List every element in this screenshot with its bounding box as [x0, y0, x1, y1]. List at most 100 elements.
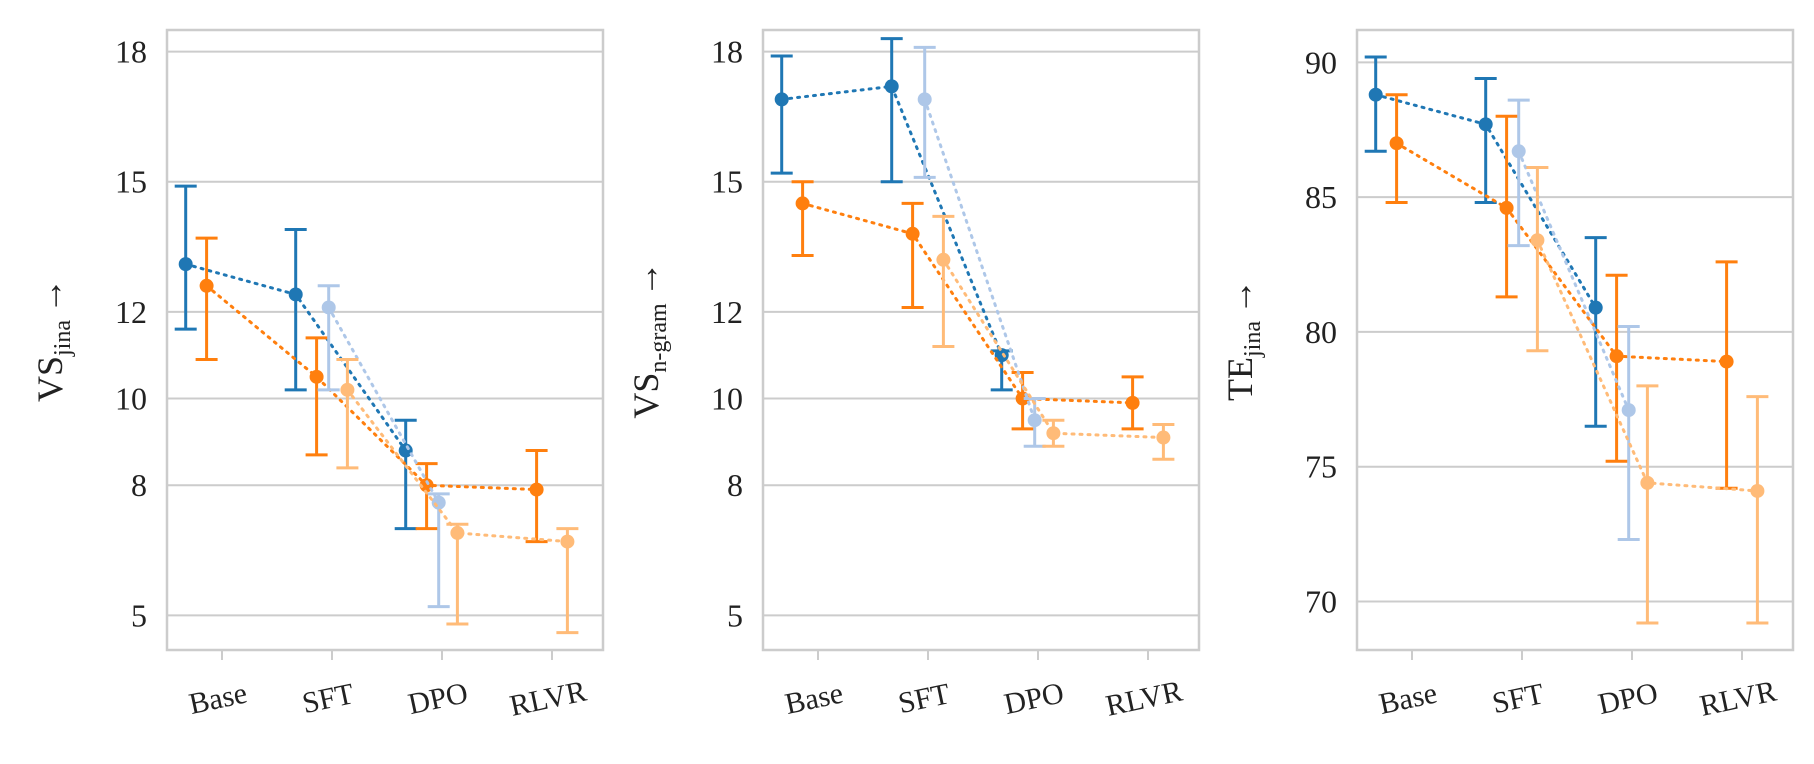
data-point: [1609, 349, 1624, 364]
panel-2: 5 8 10 12 15 18 Base SFT DPO RLVR VSn-gram →: [626, 28, 1201, 723]
y-tick-label: 15: [115, 164, 147, 200]
plot-frame: [761, 28, 1201, 652]
series-4: [932, 214, 1175, 461]
error-bar: [770, 54, 793, 175]
y-axis-label-arrow: →: [1220, 279, 1260, 315]
data-point: [178, 257, 193, 272]
data-point: [321, 300, 336, 315]
error-bar: [1617, 325, 1640, 541]
y-tick-label: 10: [115, 381, 147, 417]
error-bar: [305, 336, 328, 457]
y-axis-label-arrow: →: [626, 261, 666, 297]
error-bar: [427, 492, 450, 609]
y-tick-label: 85: [1305, 179, 1337, 215]
error-bar: [195, 236, 218, 362]
y-axis-label-main: VS: [626, 373, 666, 419]
y-axis-label: VSn-gram →: [626, 261, 672, 418]
data-point: [1389, 136, 1404, 151]
series-line: [923, 97, 1037, 422]
y-axis-label: VSjina →: [30, 278, 76, 402]
series-4: [1526, 165, 1769, 625]
data-point: [1588, 300, 1603, 315]
y-tick-label: 8: [131, 467, 147, 503]
error-bar: [336, 358, 359, 470]
error-bar: [1526, 165, 1549, 353]
data-point: [1368, 87, 1383, 102]
y-axis-label-sub: n-gram: [646, 303, 672, 373]
y-axis-label-arrow: →: [30, 278, 70, 314]
error-bar: [1364, 55, 1387, 153]
plot-frame: [165, 28, 605, 652]
data-point: [1621, 403, 1636, 418]
data-point: [795, 196, 810, 211]
error-bar: [415, 462, 438, 531]
error-bar: [791, 180, 814, 257]
error-bar: [1715, 260, 1738, 490]
error-bar: [932, 214, 955, 349]
y-tick-label: 75: [1305, 449, 1337, 485]
data-point: [1499, 200, 1514, 215]
series-1: [1364, 55, 1607, 428]
error-bar: [284, 227, 307, 392]
data-point: [1640, 475, 1655, 490]
series-line: [801, 201, 1135, 405]
series-line: [1395, 141, 1729, 364]
error-bar: [1584, 236, 1607, 428]
error-bar: [446, 522, 469, 626]
data-point: [884, 79, 899, 94]
y-tick-label: 15: [711, 164, 743, 200]
data-point: [1530, 233, 1545, 248]
data-point: [1027, 413, 1042, 428]
series-4: [336, 358, 579, 635]
data-point: [774, 92, 789, 107]
y-tick-label: 5: [131, 597, 147, 633]
data-point: [994, 348, 1009, 363]
error-bar: [913, 45, 936, 179]
x-tick-label: SFT: [895, 677, 952, 720]
data-point: [309, 369, 324, 384]
data-point: [917, 92, 932, 107]
y-axis-label-main: TE: [1220, 357, 1260, 401]
data-point: [560, 534, 575, 549]
y-tick-label: 12: [115, 294, 147, 330]
x-tick-label: RLVR: [1697, 675, 1779, 723]
x-tick-label: DPO: [1595, 676, 1661, 721]
data-point: [529, 482, 544, 497]
x-tick-label: SFT: [1489, 677, 1546, 720]
error-bar: [1474, 77, 1497, 205]
error-bar: [1636, 384, 1659, 625]
y-tick-label: 5: [727, 597, 743, 633]
data-point: [199, 278, 214, 293]
series-1: [174, 184, 417, 531]
panel-1: 5 8 10 12 15 18 Base SFT DPO RLVR VSjina →: [30, 28, 605, 723]
x-tick-label: DPO: [405, 676, 471, 721]
series-2: [195, 236, 548, 544]
series-line: [327, 305, 441, 505]
data-point: [288, 287, 303, 302]
y-axis-label-sub: jina: [1240, 321, 1266, 358]
series-line: [205, 284, 539, 492]
y-axis-label-sub: jina: [50, 320, 76, 357]
x-tick-label: Base: [1376, 677, 1440, 721]
y-tick-label: 70: [1305, 583, 1337, 619]
y-tick-label: 18: [115, 34, 147, 70]
data-point: [1125, 395, 1140, 410]
data-point: [1156, 430, 1171, 445]
data-point: [1750, 483, 1765, 498]
panel-3: 70 75 80 85 90 Base SFT DPO RLVR TEjina →: [1220, 28, 1795, 723]
series-line: [345, 388, 569, 544]
x-tick-label: RLVR: [507, 675, 589, 723]
data-point: [1046, 426, 1061, 441]
data-point: [1511, 144, 1526, 159]
y-tick-label: 10: [711, 381, 743, 417]
error-bar: [1507, 98, 1530, 248]
error-bar: [1746, 395, 1769, 625]
error-bar: [1605, 273, 1628, 463]
series-line: [1517, 149, 1631, 412]
error-bar: [394, 418, 417, 531]
plot-frame: [1355, 28, 1795, 652]
x-tick-label: Base: [186, 677, 250, 721]
x-tick-label: Base: [782, 677, 846, 721]
y-axis-label: TEjina →: [1220, 279, 1266, 401]
